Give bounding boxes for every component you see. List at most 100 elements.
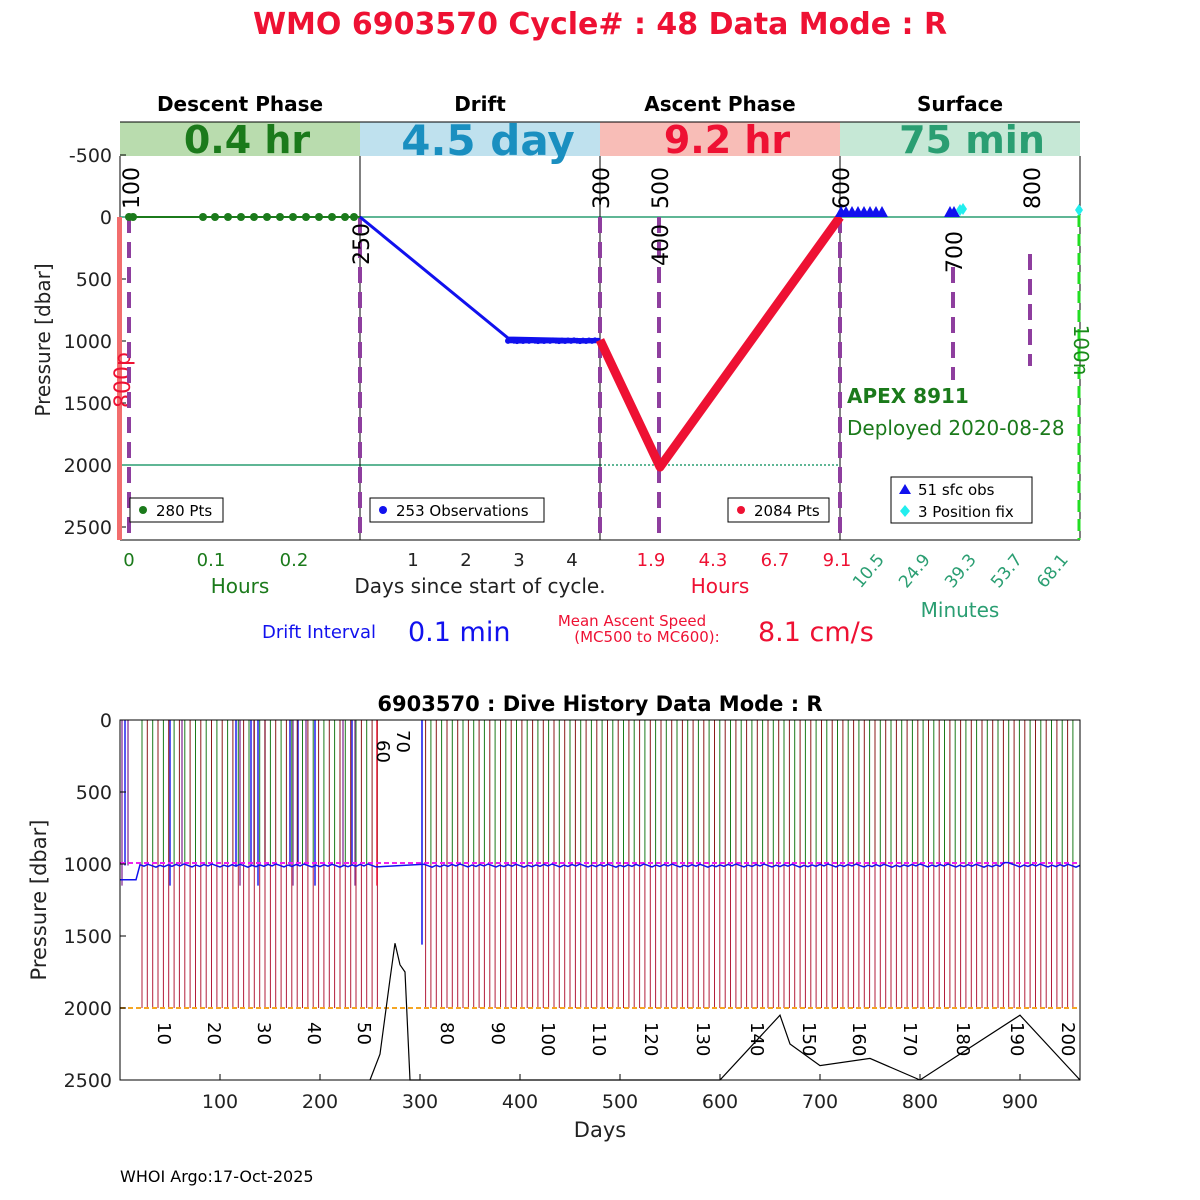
duration-ascent: 9.2 hr — [664, 118, 791, 162]
marker-label-500: 500 — [649, 167, 674, 209]
drift-xtick-0: 1 — [407, 550, 418, 571]
descent-xlabel: Hours — [211, 574, 270, 598]
ascent-speed-label-2: (MC500 to MC600): — [574, 628, 719, 646]
phase-name-drift: Drift — [454, 92, 506, 116]
ascent-speed-label-1: Mean Ascent Speed — [558, 612, 706, 630]
marker-label-800: 800 — [1021, 167, 1046, 209]
ascent-xtick-1: 4.3 — [699, 550, 728, 571]
history-xlabel: Days — [574, 1118, 626, 1142]
history-x-ticks: 100 200 300 400 500 600 700 800 900 — [202, 1074, 1038, 1113]
history-cycle-label: 180 — [952, 1022, 973, 1056]
position-fix-point — [959, 203, 967, 215]
history-cycle-label: 30 — [253, 1022, 274, 1045]
history-cycle-label: 80 — [436, 1022, 457, 1045]
descent-point — [129, 213, 137, 221]
drift-xtick-2: 3 — [513, 550, 524, 571]
surface-xlabel: Minutes — [921, 598, 1000, 622]
dive-history-title: 6903570 : Dive History Data Mode : R — [377, 692, 822, 716]
history-ytick-label: 0 — [100, 710, 112, 732]
deployment-date: Deployed 2020-08-28 — [847, 416, 1065, 440]
history-cycle-label: 20 — [203, 1022, 224, 1045]
history-label-60: 60 — [372, 740, 393, 763]
history-ytick-label: 2000 — [64, 998, 112, 1020]
legend-descent: 280 Pts — [129, 497, 224, 523]
history-cycle-label: 40 — [303, 1022, 324, 1045]
band-surface — [840, 122, 1080, 156]
drift-series-line — [359, 215, 601, 342]
phase-name-descent: Descent Phase — [157, 92, 323, 116]
legend-surface-obs-label: 51 sfc obs — [918, 481, 995, 499]
surface-xtick-2: 39.3 — [941, 550, 981, 592]
legend-surface-fix-label: 3 Position fix — [918, 503, 1014, 521]
ascent-xtick-0: 1.9 — [637, 550, 666, 571]
ascent-xtick-2: 6.7 — [761, 550, 790, 571]
ascent-xtick-3: 9.1 — [823, 550, 852, 571]
descent-point — [224, 213, 232, 221]
history-cycle-label: 150 — [798, 1022, 819, 1056]
history-cycle-label: 10 — [153, 1022, 174, 1045]
history-drift-series — [120, 861, 1081, 881]
history-cycle-labels: 10 20 30 40 50 80 90 100 110 120 130 140 150 160 170 18… — [153, 1022, 1078, 1056]
descent-xtick-0: 0 — [123, 550, 134, 571]
descent-x-ticks: 0 0.1 0.2 — [123, 550, 308, 571]
marker-label-700: 700 — [943, 231, 968, 273]
legend-descent-label: 280 Pts — [156, 502, 212, 520]
history-cycle-label: 100 — [537, 1022, 558, 1056]
history-xtick-label: 200 — [302, 1091, 338, 1113]
history-ytick-label: 2500 — [64, 1070, 112, 1092]
phase-name-surface: Surface — [917, 92, 1003, 116]
drift-xlabel: Days since start of cycle. — [354, 574, 605, 598]
legend-drift-label: 253 Observations — [396, 502, 529, 520]
marker-label-400: 400 — [649, 224, 674, 266]
history-cycle-label: 160 — [848, 1022, 869, 1056]
descent-point — [250, 213, 258, 221]
descent-xtick-2: 0.2 — [280, 550, 309, 571]
ascent-x-ticks: 1.9 4.3 6.7 9.1 — [637, 550, 852, 571]
drift-series — [505, 337, 601, 345]
marker-label-100: 100 — [120, 167, 145, 209]
surface-xtick-0: 10.5 — [849, 550, 889, 592]
history-cycle-label: 110 — [588, 1022, 609, 1056]
history-xtick-label: 500 — [602, 1091, 638, 1113]
history-cycle-label: 170 — [899, 1022, 920, 1056]
top-ylabel: Pressure [dbar] — [31, 263, 55, 416]
history-xtick-label: 100 — [202, 1091, 238, 1113]
descent-series — [125, 213, 360, 221]
cycle-panel: Descent Phase Drift Ascent Phase Surface… — [31, 92, 1093, 648]
descent-point — [341, 213, 349, 221]
history-xtick-label: 400 — [502, 1091, 538, 1113]
top-ytick-4: 1500 — [64, 393, 112, 415]
history-frame — [119, 719, 1081, 1081]
pressure-label-800p: 800p — [111, 352, 136, 408]
descent-point — [302, 213, 310, 221]
band-ascent — [600, 122, 840, 156]
phase-name-ascent: Ascent Phase — [644, 92, 795, 116]
time-label-100n: 100n — [1069, 325, 1093, 376]
duration-drift: 4.5 day — [401, 116, 575, 165]
drift-xtick-3: 4 — [566, 550, 577, 571]
history-cycle-label: 90 — [487, 1022, 508, 1045]
top-ytick-5: 2000 — [64, 455, 112, 477]
descent-xtick-1: 0.1 — [197, 550, 226, 571]
history-y-ticks: 0 500 1000 1500 2000 2500 — [64, 710, 126, 1092]
top-ytick-2: 500 — [76, 269, 112, 291]
legend-ascent-label: 2084 Pts — [754, 502, 820, 520]
marker-label-250: 250 — [350, 223, 375, 265]
descent-point — [289, 213, 297, 221]
history-cycle-label: 130 — [692, 1022, 713, 1056]
surface-xtick-3: 53.7 — [987, 550, 1027, 592]
history-cycle-label: 50 — [353, 1022, 374, 1045]
history-cycle-label: 190 — [1006, 1022, 1027, 1056]
history-profiles — [121, 720, 1074, 1008]
history-xtick-label: 900 — [1002, 1091, 1038, 1113]
top-ytick-6: 2500 — [64, 517, 112, 539]
history-ylabel: Pressure [dbar] — [27, 820, 51, 981]
history-xtick-label: 700 — [802, 1091, 838, 1113]
dive-history-panel: 6903570 : Dive History Data Mode : R 10 2… — [27, 692, 1081, 1142]
history-xtick-label: 300 — [402, 1091, 438, 1113]
top-ytick-1: 0 — [100, 207, 112, 229]
descent-point — [199, 213, 207, 221]
top-ytick-3: 1000 — [64, 331, 112, 353]
drift-xtick-1: 2 — [460, 550, 471, 571]
